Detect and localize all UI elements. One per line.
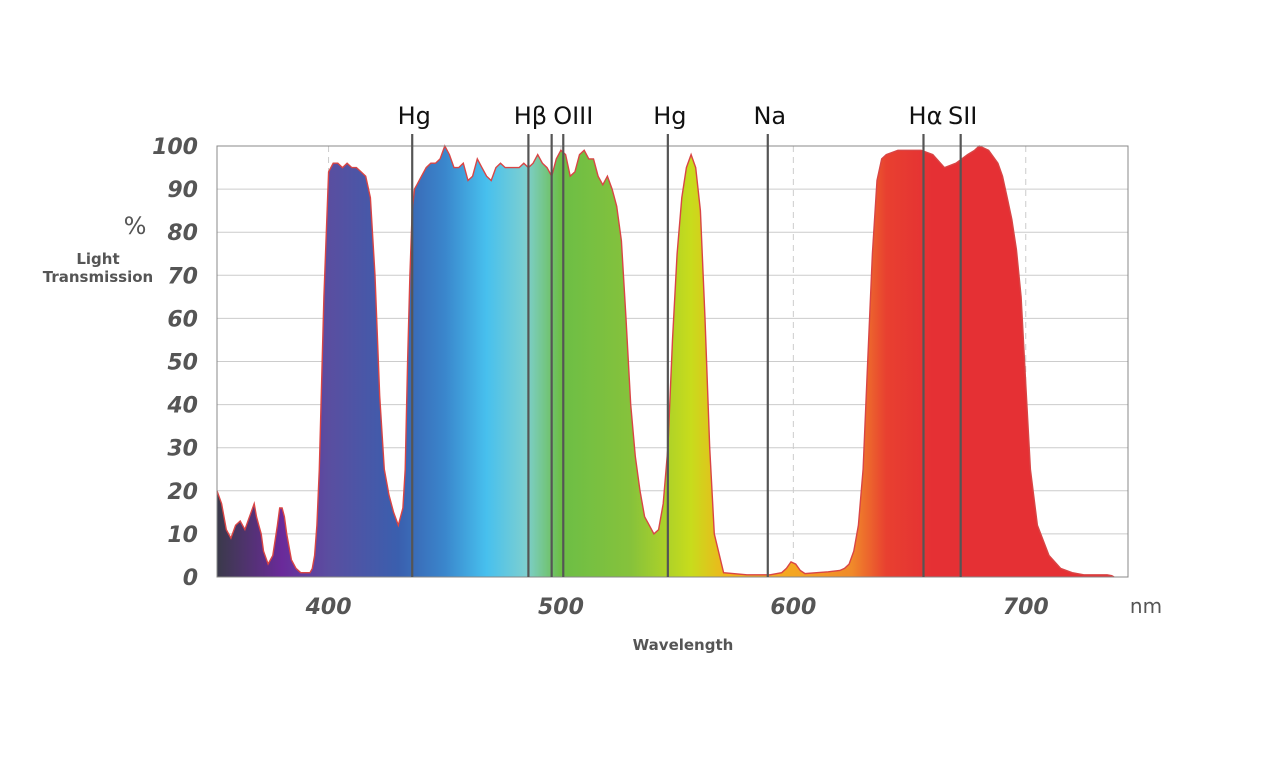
x-tick-label: 600 — [770, 595, 816, 620]
x-tick-label: 400 — [305, 595, 352, 620]
y-tick-label: 60 — [167, 307, 198, 332]
y-tick-label: 10 — [167, 523, 198, 548]
transmission-curve — [216, 144, 1115, 578]
y-tick-label: 100 — [152, 135, 198, 160]
x-tick-label: 500 — [538, 595, 584, 620]
y-axis-label-line1: Light — [76, 250, 119, 268]
plot-border — [216, 145, 1129, 578]
y-tick-label: 50 — [167, 351, 198, 376]
emission-label-oiii: OIII — [553, 102, 593, 130]
y-tick-label: 0 — [183, 566, 198, 591]
emission-label-hα: Hα — [909, 102, 943, 130]
y-tick-label: 70 — [167, 264, 198, 289]
x-tick-label: 700 — [1003, 595, 1049, 620]
emission-label-sii: SII — [948, 102, 977, 130]
emission-label-na: Na — [753, 102, 786, 130]
y-tick-label: 80 — [167, 221, 198, 246]
emission-label-hβ: Hβ — [514, 102, 547, 130]
y-tick-label: 20 — [167, 480, 198, 505]
x-axis-label: Wavelength — [633, 636, 734, 654]
y-tick-label: 40 — [166, 394, 198, 419]
emission-label-hg: Hg — [398, 102, 431, 130]
transmission-area — [217, 146, 1115, 577]
emission-lines — [411, 134, 962, 577]
transmission-line — [216, 144, 1115, 578]
x-unit-label: nm — [1130, 594, 1162, 618]
transmission-fill — [217, 146, 1115, 577]
y-tick-label: 90 — [167, 178, 198, 203]
y-axis-label-line2: Transmission — [43, 268, 153, 286]
emission-label-hg: Hg — [653, 102, 686, 130]
labels: % Light Transmission Wavelength nm Hg Hβ O… — [43, 102, 1162, 654]
y-unit-label: % — [124, 212, 147, 240]
plot-frame — [216, 145, 1129, 578]
y-tick-label: 30 — [167, 437, 198, 462]
